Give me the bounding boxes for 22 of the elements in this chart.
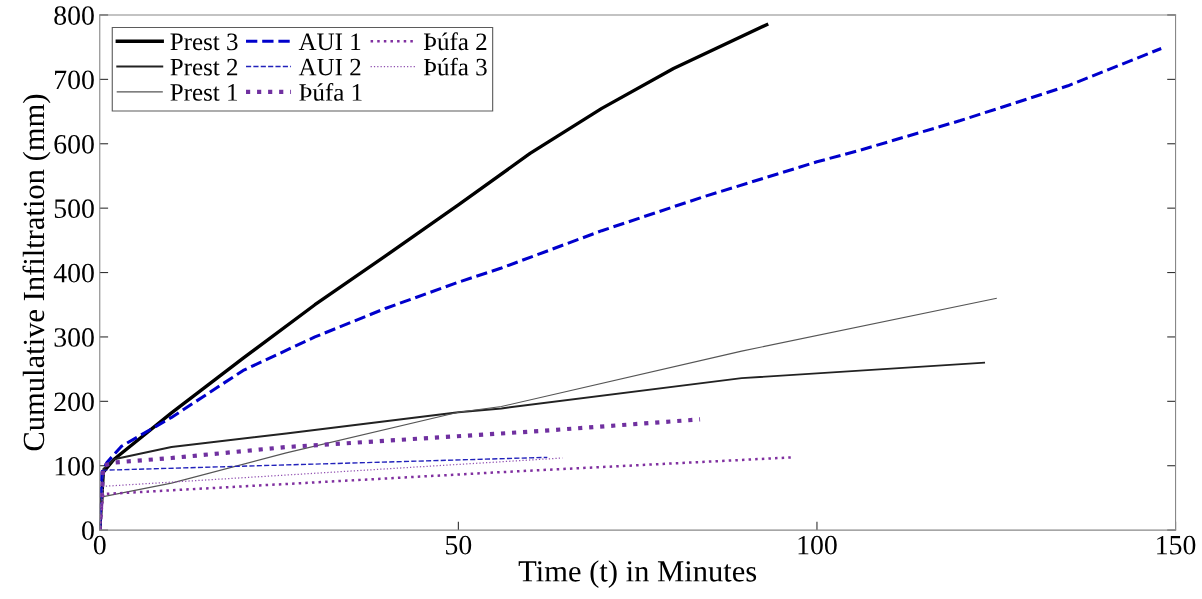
y-tick-label: 300 [54,328,94,347]
y-tick-label: 200 [54,392,94,412]
legend-label: AUI 2 [298,58,361,76]
x-tick-label: 50 [446,535,472,555]
y-tick-label: 700 [55,70,94,90]
legend-label: Prest 2 [170,58,238,76]
y-axis-title: Cumulative Infiltration (mm) [22,94,51,451]
y-tick-label: 800 [54,6,94,25]
legend-label: Þúfa 3 [423,57,487,76]
legend-label: Prest 1 [170,84,238,101]
y-tick-label: 500 [54,199,94,219]
y-tick-label: 0 [82,521,94,541]
x-axis-title: Time (t) in Minutes [518,560,757,588]
legend-label: Þúfa 1 [299,83,362,101]
legend-label: Prest 3 [170,33,238,51]
y-tick-label: 100 [55,456,94,476]
y-tick-label: 600 [54,134,94,154]
legend-label: Þúfa 2 [423,32,487,51]
y-tick-label: 400 [53,263,94,283]
x-tick-label: 100 [798,535,837,555]
x-tick-label: 150 [1157,535,1196,555]
legend-label: AUI 1 [298,33,361,51]
